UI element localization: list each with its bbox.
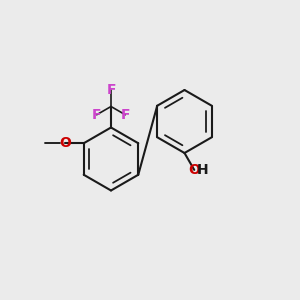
Text: F: F bbox=[92, 108, 101, 122]
Text: F: F bbox=[121, 108, 130, 122]
Text: O: O bbox=[188, 163, 200, 177]
Text: F: F bbox=[106, 83, 116, 97]
Text: O: O bbox=[59, 136, 71, 150]
Text: H: H bbox=[197, 163, 208, 177]
